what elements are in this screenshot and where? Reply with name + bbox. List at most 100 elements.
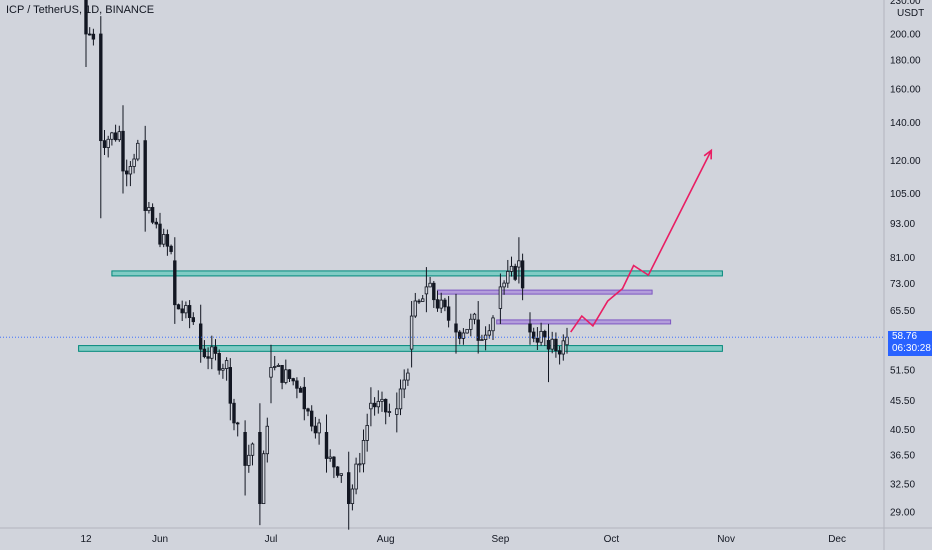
candle-body (269, 367, 273, 378)
candle-body (102, 140, 107, 148)
candle-body (561, 340, 565, 355)
price-tick-label: 40.50 (890, 425, 915, 436)
candle-body (454, 323, 458, 333)
candle-body (247, 454, 251, 466)
candle-body (232, 402, 236, 424)
candle-body (417, 300, 421, 303)
candle-body (358, 463, 362, 466)
candle-body (117, 131, 121, 141)
time-tick-label: Jul (265, 534, 278, 545)
current-price: 58.76 (892, 331, 918, 342)
candle-body (284, 369, 288, 383)
candle-body (143, 140, 147, 211)
candle-body (202, 348, 207, 358)
candle-body (372, 402, 377, 408)
candle-body (520, 260, 525, 289)
candle-body (543, 330, 547, 338)
candle-body (150, 207, 155, 223)
zone-lower[interactable] (78, 345, 723, 352)
time-tick-label: Sep (492, 534, 510, 545)
candle-body (435, 299, 440, 309)
candle-body (487, 330, 491, 336)
candle-body (380, 398, 384, 402)
countdown: 06:30:28 (892, 343, 931, 354)
candle-body (313, 425, 318, 434)
candle-body (546, 340, 551, 350)
time-tick-label: Jun (152, 534, 168, 545)
price-tick-label: 29.00 (890, 508, 915, 519)
candle-body (361, 440, 366, 465)
candle-body (99, 33, 103, 142)
candle-body (513, 265, 517, 280)
candle-body (169, 245, 173, 252)
chart-title: ICP / TetherUS, 1D, BINANCE (6, 4, 155, 16)
candle-body (258, 431, 262, 505)
candle-body (84, 0, 88, 35)
candle-body (235, 422, 240, 425)
resistance-level-2[interactable] (496, 319, 672, 325)
candle-body (213, 346, 218, 354)
candle-body (291, 378, 295, 382)
candle-body (509, 265, 514, 272)
candle-body (539, 330, 543, 343)
candle-body (158, 223, 162, 245)
candle-body (413, 300, 417, 317)
candle-body (132, 158, 136, 167)
candle-body (443, 299, 447, 308)
candle-body (217, 353, 221, 371)
candle-body (191, 317, 195, 323)
candle-body (506, 271, 510, 284)
candle-body (306, 408, 310, 412)
candle-body (446, 306, 451, 321)
candle-body (469, 318, 473, 330)
candle-body (110, 132, 114, 140)
price-tick-label: 73.00 (890, 279, 915, 290)
candle-body (335, 466, 340, 476)
price-tick-label: 93.00 (890, 219, 915, 230)
candle-body (147, 207, 151, 211)
candle-body (476, 319, 480, 341)
candle-body (498, 286, 503, 309)
candle-body (339, 473, 343, 476)
candle-body (88, 33, 92, 36)
candle-body (565, 336, 569, 346)
candle-body (210, 346, 214, 359)
candle-body (457, 331, 462, 339)
candle-body (465, 328, 469, 334)
candle-body (272, 366, 277, 368)
candle-body (287, 369, 292, 379)
time-tick-label: Oct (604, 534, 620, 545)
projection-path[interactable] (570, 149, 713, 333)
price-tick-label: 200.00 (890, 30, 921, 41)
candle-body (461, 332, 466, 339)
candle-body (276, 364, 281, 367)
candle-body (298, 387, 303, 393)
candle-body (409, 315, 414, 350)
price-tick-label: 180.00 (890, 56, 921, 67)
candle-body (354, 463, 358, 490)
candle-body (424, 286, 429, 295)
candle-body (365, 425, 369, 441)
candle-body (528, 323, 532, 333)
candle-body (265, 425, 269, 455)
price-tick-label: 36.50 (890, 451, 915, 462)
candle-body (532, 331, 536, 339)
price-tick-label: 32.50 (890, 479, 915, 490)
candle-body (154, 221, 158, 225)
candle-body (250, 443, 255, 456)
zone-upper[interactable] (111, 270, 723, 277)
candle-body (187, 305, 192, 318)
candle-body (317, 422, 321, 434)
candle-body (376, 400, 380, 408)
candle-body (91, 33, 96, 40)
candle-body (243, 431, 247, 466)
candle-body (491, 317, 495, 332)
candle-body (346, 472, 351, 505)
candle-body (398, 388, 403, 410)
current-price-tag: 58.76 06:30:28 (888, 331, 932, 356)
candle-body (557, 350, 562, 355)
price-tick-label: 160.00 (890, 85, 921, 96)
candle-body (420, 298, 425, 302)
candle-body (221, 368, 225, 371)
